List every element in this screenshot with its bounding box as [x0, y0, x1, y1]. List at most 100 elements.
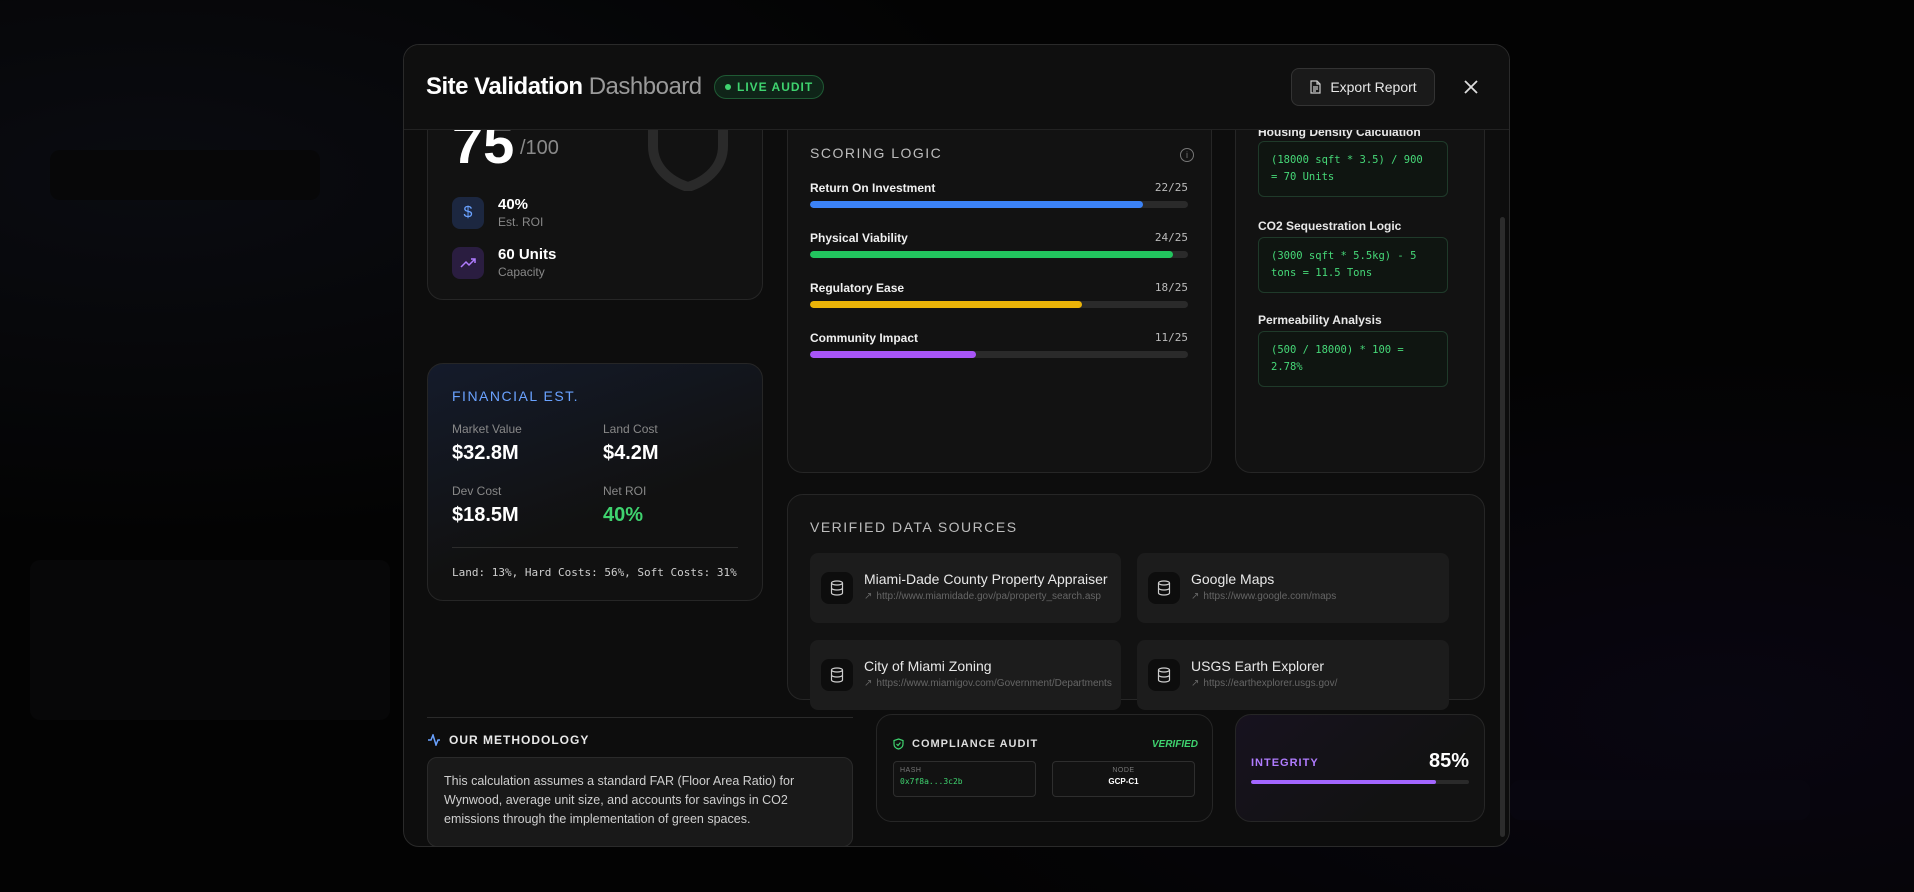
dev-cost-amount: $18.5M: [452, 504, 519, 526]
integrity-label: INTEGRITY: [1251, 757, 1319, 769]
node-label: NODE: [1112, 767, 1135, 774]
shield-icon: [648, 130, 728, 191]
methodology-divider: [427, 717, 853, 718]
close-icon: [1464, 80, 1478, 94]
scoring-logic-card: SCORING LOGIC i Return On Investment 22/2…: [787, 130, 1212, 473]
source-link[interactable]: ↗ https://earthexplorer.usgs.gov/: [1191, 678, 1441, 689]
live-dot-icon: [725, 84, 731, 90]
integrity-value: 85%: [1428, 750, 1469, 772]
source-link[interactable]: ↗ https://www.miamigov.com/Government/Dep…: [864, 678, 1114, 689]
net-roi-label: Net ROI: [603, 484, 647, 498]
source-link[interactable]: ↗ https://www.google.com/maps: [1191, 591, 1441, 602]
source-item[interactable]: USGS Earth Explorer ↗ https://earthexplor…: [1137, 640, 1449, 710]
score-bar-track: [810, 301, 1188, 308]
market-value-amount: $32.8M: [452, 442, 519, 464]
integrity-bar-fill: [1251, 780, 1437, 784]
shield-check-icon: [893, 738, 904, 750]
document-icon: [1310, 80, 1321, 94]
database-icon: [1148, 572, 1180, 604]
compliance-status: VERIFIED: [1151, 739, 1198, 750]
score-bar-name: Regulatory Ease: [810, 281, 905, 295]
housing-density-code: (18000 sqft * 3.5) / 900 = 70 Units: [1258, 141, 1448, 197]
calculation-logic-card: Housing Density Calculation (18000 sqft …: [1235, 130, 1485, 473]
methodology-title: OUR METHODOLOGY: [449, 733, 590, 747]
score-bar-name: Community Impact: [810, 331, 919, 345]
source-item[interactable]: Google Maps ↗ https://www.google.com/maps: [1137, 553, 1449, 623]
modal-scroll-content[interactable]: 75 /100 $ 40% Est. ROI 60 Units Capacity: [404, 130, 1509, 846]
score-bar-value: 24/25: [1154, 231, 1188, 244]
methodology-text: This calculation assumes a standard FAR …: [427, 757, 853, 846]
score-bar-fill: [810, 201, 1143, 208]
co2-logic-label: CO2 Sequestration Logic: [1258, 219, 1402, 233]
compliance-title: COMPLIANCE AUDIT: [912, 738, 1039, 750]
net-roi-amount: 40%: [603, 504, 644, 526]
financial-title: FINANCIAL EST.: [452, 388, 580, 404]
hash-box: HASH 0x7f8a...3c2b: [893, 761, 1036, 797]
modal-title: Site Validation Dashboard: [426, 73, 702, 101]
activity-icon: [428, 734, 440, 746]
stat-capacity-label: Capacity: [498, 265, 545, 279]
source-name: City of Miami Zoning: [864, 658, 992, 674]
external-link-icon: ↗: [864, 591, 873, 602]
external-link-icon: ↗: [1191, 678, 1200, 689]
source-link[interactable]: ↗ http://www.miamidade.gov/pa/property_se…: [864, 591, 1114, 602]
integrity-card: INTEGRITY 85%: [1235, 714, 1485, 822]
score-bar-value: 22/25: [1154, 181, 1188, 194]
compliance-header: COMPLIANCE AUDIT: [893, 738, 1038, 750]
close-button[interactable]: [1459, 75, 1483, 99]
permeability-label: Permeability Analysis: [1258, 313, 1382, 327]
score-value: 75: [452, 130, 515, 175]
external-link-icon: ↗: [864, 678, 873, 689]
info-icon[interactable]: i: [1180, 148, 1194, 162]
background-panel: [1510, 780, 1810, 820]
divider: [452, 547, 738, 548]
database-icon: [821, 659, 853, 691]
land-cost-label: Land Cost: [603, 422, 658, 436]
score-bar-name: Physical Viability: [810, 231, 908, 245]
database-icon: [1148, 659, 1180, 691]
methodology-header: OUR METHODOLOGY: [427, 733, 589, 747]
source-name: USGS Earth Explorer: [1191, 658, 1325, 674]
export-report-label: Export Report: [1330, 79, 1417, 95]
data-sources-title: VERIFIED DATA SOURCES: [810, 519, 1018, 535]
score-bar: Community Impact 11/25: [810, 331, 1188, 358]
title-main: Site Validation: [426, 73, 583, 100]
source-name: Google Maps: [1191, 571, 1275, 587]
market-value: Market Value $32.8M: [452, 422, 522, 465]
score-bar-fill: [810, 251, 1173, 258]
background-panel: [30, 560, 390, 720]
background-panel: [50, 150, 320, 200]
export-report-button[interactable]: Export Report: [1291, 68, 1435, 106]
integrity-bar: [1251, 780, 1469, 784]
title-sub: Dashboard: [588, 73, 702, 100]
cost-breakdown: Land: 13%, Hard Costs: 56%, Soft Costs: …: [452, 566, 737, 579]
node-box: NODE GCP-C1: [1052, 761, 1195, 797]
score-bar-value: 18/25: [1154, 281, 1188, 294]
source-url: https://earthexplorer.usgs.gov/: [1203, 678, 1338, 689]
score-bar: Regulatory Ease 18/25: [810, 281, 1188, 308]
stat-roi-value: 40%: [498, 196, 529, 213]
score-bar-name: Return On Investment: [810, 181, 936, 195]
source-url: http://www.miamidade.gov/pa/property_sea…: [876, 591, 1101, 602]
site-validation-modal: Site Validation Dashboard LIVE AUDIT Exp…: [403, 44, 1510, 847]
dollar-icon: $: [452, 196, 484, 229]
source-item[interactable]: City of Miami Zoning ↗ https://www.miamig…: [810, 640, 1121, 710]
score-bar: Return On Investment 22/25: [810, 181, 1188, 208]
co2-logic-code: (3000 sqft * 5.5kg) - 5 tons = 11.5 Tons: [1258, 237, 1448, 293]
dev-cost: Dev Cost $18.5M: [452, 484, 519, 527]
external-link-icon: ↗: [1191, 591, 1200, 602]
score-card: 75 /100 $ 40% Est. ROI 60 Units Capacity: [427, 130, 763, 300]
land-cost: Land Cost $4.2M: [603, 422, 659, 465]
trending-up-icon: [452, 246, 484, 279]
live-audit-badge: LIVE AUDIT: [714, 75, 825, 99]
score-bar: Physical Viability 24/25: [810, 231, 1188, 258]
source-name: Miami-Dade County Property Appraiser: [864, 571, 1108, 587]
source-url: https://www.miamigov.com/Government/Depa…: [876, 678, 1112, 689]
score-bar-track: [810, 351, 1188, 358]
database-icon: [821, 572, 853, 604]
land-cost-amount: $4.2M: [603, 442, 659, 464]
permeability-code: (500 / 18000) * 100 = 2.78%: [1258, 331, 1448, 387]
source-item[interactable]: Miami-Dade County Property Appraiser ↗ ht…: [810, 553, 1121, 623]
hash-label: HASH: [900, 767, 922, 774]
scrollbar-thumb[interactable]: [1500, 217, 1505, 837]
